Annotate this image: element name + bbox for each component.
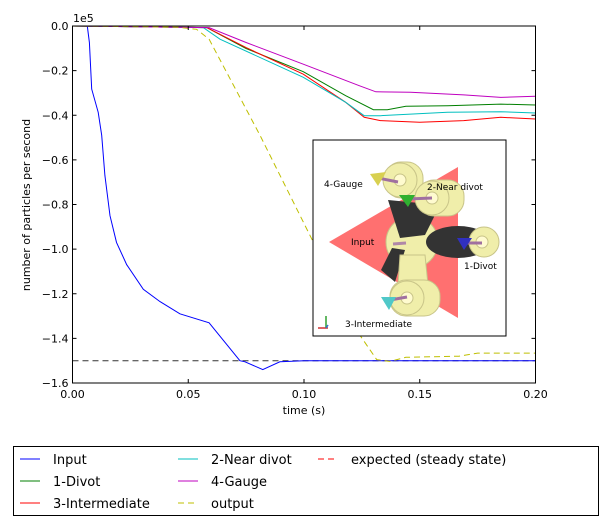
inset-intermediate-arrow-icon	[381, 297, 396, 310]
series-line-4-gauge	[72, 25, 536, 98]
y-tick-label: −0.2	[42, 65, 69, 78]
x-tick-label: 0.20	[523, 388, 548, 401]
legend-item-output: output	[178, 497, 254, 512]
legend: Input 1-Divot 3-Intermediate 2-Near divot 4-…	[13, 446, 599, 516]
series-line-input	[72, 25, 536, 371]
inset-shadow-left	[381, 248, 405, 282]
inset-label-gauge: 4-Gauge	[324, 180, 363, 190]
inset-divot-arrow-icon	[457, 238, 472, 250]
y-tick-label: −1.0	[42, 243, 69, 256]
y-tick-label: 0.0	[51, 20, 69, 33]
x-tick-label: 0.15	[408, 388, 433, 401]
inset-label-near-divot: 2-Near divot	[427, 183, 483, 193]
series-line-2-near-divot	[72, 25, 536, 117]
inset-axes-triad-icon	[318, 316, 329, 329]
legend-label: Input	[53, 453, 87, 468]
inset-input-face	[392, 241, 407, 246]
ticks-layer: 0.00 0.05 0.10 0.15 0.20 0.0 −0.2 −0.4 −0.6 −0.8 −…	[42, 20, 548, 401]
y-tick-label: −1.4	[42, 332, 69, 345]
x-tick-label: 0.05	[176, 388, 201, 401]
legend-item-2-near-divot: 2-Near divot	[178, 453, 292, 468]
legend-item-3-intermediate: 3-Intermediate	[20, 497, 150, 512]
x-tick-label: 0.10	[292, 388, 317, 401]
series-layer	[72, 25, 536, 371]
inset-label-divot: 1-Divot	[464, 262, 497, 272]
x-axis-label: time (s)	[283, 404, 326, 417]
inset-label-intermediate: 3-Intermediate	[345, 320, 413, 330]
series-line-3-intermediate	[72, 25, 536, 123]
y-axis-label: number of particles per second	[20, 119, 33, 291]
series-line-output	[72, 25, 536, 362]
legend-label: 1-Divot	[53, 475, 100, 490]
legend-items: Input 1-Divot 3-Intermediate 2-Near divot 4-…	[20, 453, 506, 512]
y-offset-label: 1e5	[73, 12, 94, 25]
legend-item-expected-steady-state: expected (steady state)	[318, 453, 506, 468]
x-tick-label: 0.00	[60, 388, 85, 401]
y-tick-label: −0.8	[42, 199, 69, 212]
legend-label: 2-Near divot	[211, 453, 292, 468]
legend-item-input: Input	[20, 453, 87, 468]
legend-label: 4-Gauge	[211, 475, 267, 490]
y-tick-label: −0.4	[42, 109, 69, 122]
legend-label: output	[211, 497, 254, 512]
series-line-1-divot	[72, 25, 536, 111]
legend-item-4-gauge: 4-Gauge	[178, 475, 267, 490]
inset-gauge-arrow-icon	[370, 172, 386, 186]
y-tick-label: −1.2	[42, 288, 69, 301]
inset-label-input: Input	[351, 238, 375, 248]
legend-label: 3-Intermediate	[53, 497, 150, 512]
inset-geometry-view: 4-Gauge 2-Near divot Input 1-Divot 3-Int…	[312, 139, 507, 337]
legend-item-1-divot: 1-Divot	[20, 475, 100, 490]
inset-near-divot-arrow-icon	[399, 195, 415, 207]
inset-gauge-ring	[393, 173, 407, 187]
y-tick-label: −1.6	[42, 377, 69, 390]
legend-frame	[13, 446, 599, 516]
legend-label: expected (steady state)	[351, 453, 506, 468]
y-tick-label: −0.6	[42, 154, 69, 167]
